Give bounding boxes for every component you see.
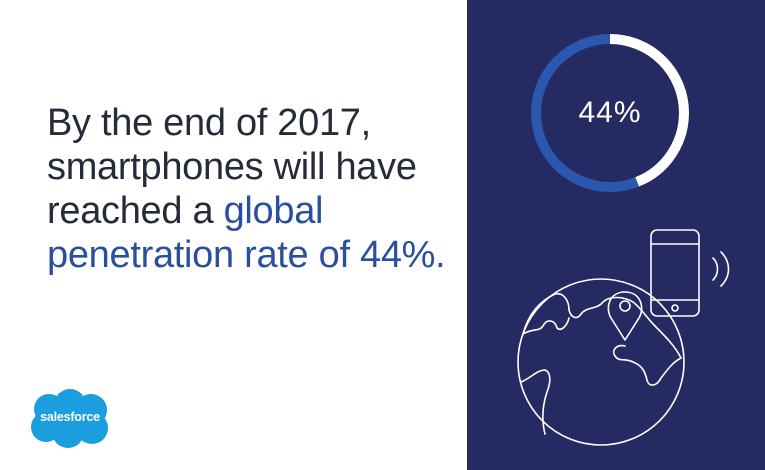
headline-line-3-prefix: reached a [47,190,224,232]
donut-percent-label: 44% [578,96,642,129]
signal-waves-icon [712,251,730,287]
headline-highlight-2: penetration rate of 44%. [47,234,446,276]
globe-icon [517,278,685,446]
donut-chart [531,34,689,192]
salesforce-logo: salesforce [24,387,116,451]
headline-line-2: smartphones will have [47,146,417,188]
smartphone-icon [650,229,700,317]
location-pin-icon [607,291,643,341]
headline: By the end of 2017, smartphones will hav… [47,101,457,277]
logo-text: salesforce [40,410,100,424]
graphic-panel: 44% [467,0,765,470]
headline-highlight-1: global [223,190,324,232]
globe-phone-illustration [517,229,730,446]
headline-line-1: By the end of 2017, [47,102,371,144]
text-panel: By the end of 2017, smartphones will hav… [24,101,457,451]
donut-progress-arc [531,34,689,192]
cloud-icon [31,389,108,448]
